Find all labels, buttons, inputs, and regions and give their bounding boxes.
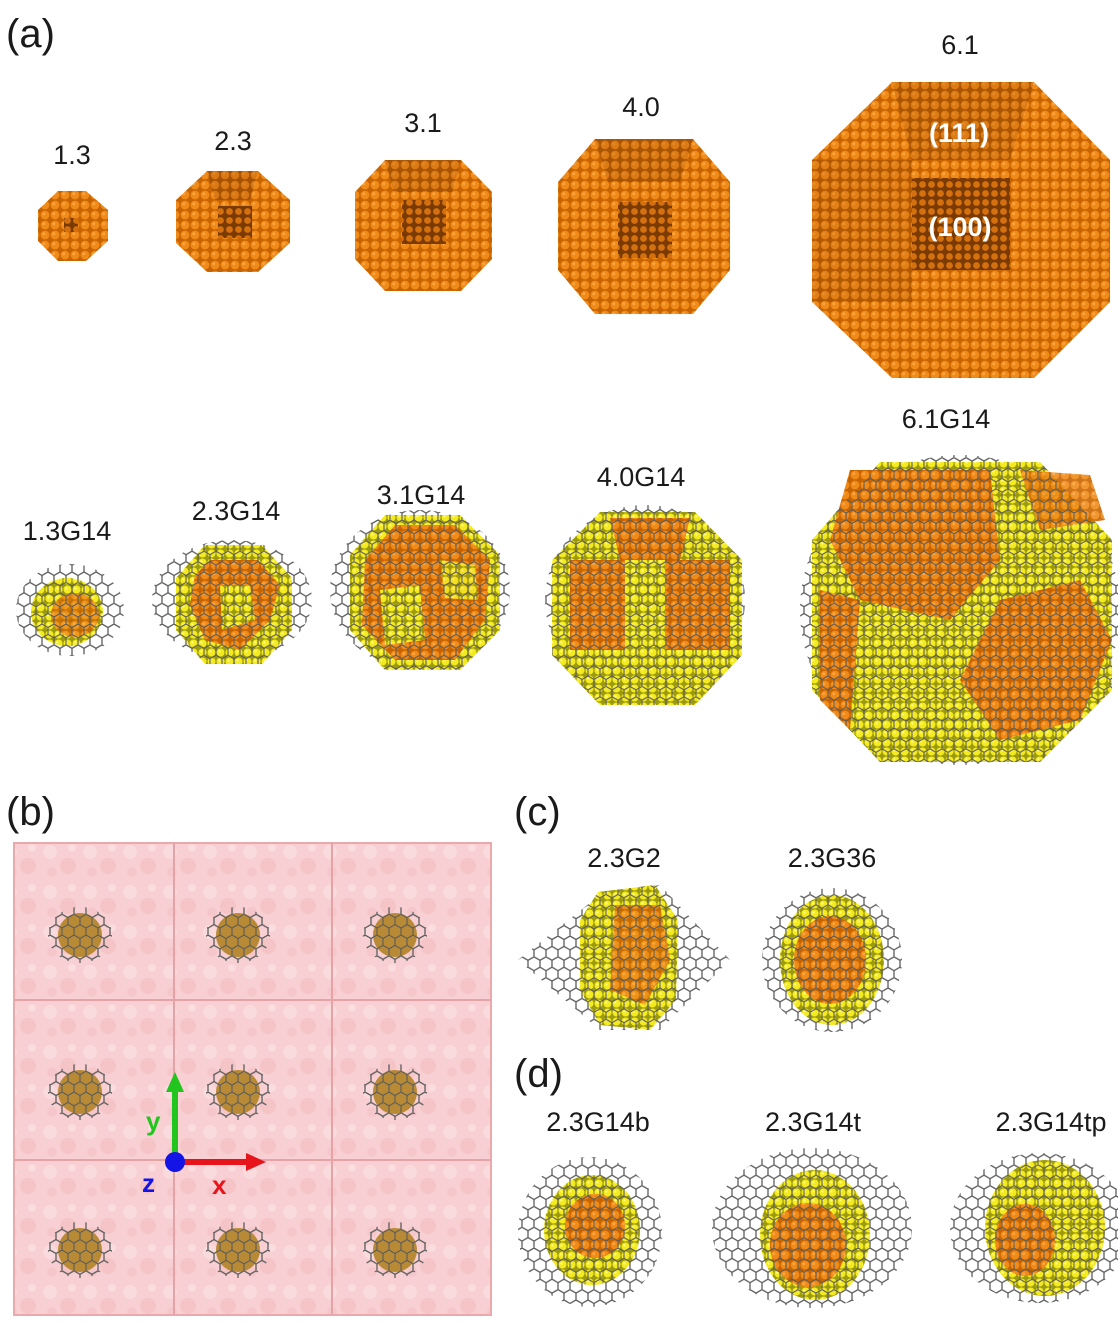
coated-label-2: 2.3G14 — [191, 496, 281, 526]
d-nanoparticle-2 — [712, 1148, 912, 1308]
bare-label-2: 2.3 — [214, 126, 252, 156]
periodic-image — [48, 907, 112, 963]
bare-label-4: 4.0 — [622, 92, 660, 122]
coated-nanoparticle-1 — [16, 564, 124, 656]
d-label-1: 2.3G14b — [546, 1107, 650, 1137]
d-nanoparticle-3 — [950, 1153, 1118, 1303]
d-label-3: 2.3G14tp — [995, 1107, 1107, 1137]
facet-label-100: (100) — [928, 212, 992, 242]
periodic-image — [206, 1064, 270, 1120]
coated-nanoparticle-5 — [800, 455, 1118, 765]
periodic-image — [48, 1064, 112, 1120]
axis-y-label: y — [146, 1106, 161, 1136]
c-nanoparticle-1 — [518, 885, 730, 1030]
bare-nanoparticle-4 — [558, 139, 730, 314]
bare-nanoparticle-5 — [812, 82, 1110, 378]
bare-nanoparticle-3 — [355, 160, 492, 291]
bare-label-3: 3.1 — [404, 108, 442, 138]
coated-nanoparticle-2 — [152, 540, 312, 664]
bare-nanoparticle-1 — [38, 191, 108, 261]
panel-c-letter: (c) — [514, 790, 561, 834]
coated-label-3: 3.1G14 — [376, 480, 466, 510]
panel-d-letter: (d) — [514, 1052, 563, 1096]
coated-nanoparticle-4 — [545, 505, 745, 705]
coated-label-4: 4.0G14 — [596, 462, 686, 492]
bare-nanoparticle-2 — [176, 171, 290, 272]
c-label-1: 2.3G2 — [587, 843, 661, 873]
d-label-2: 2.3G14t — [764, 1107, 862, 1137]
axis-z-label: z — [142, 1168, 155, 1198]
d-nanoparticle-1 — [518, 1157, 662, 1307]
periodic-image — [206, 1222, 270, 1278]
coated-nanoparticle-3 — [330, 510, 510, 670]
facet-label-111: (111) — [928, 118, 990, 148]
coated-label-1: 1.3G14 — [22, 516, 112, 546]
periodic-image — [48, 1222, 112, 1278]
bare-label-5: 6.1 — [941, 30, 979, 60]
coated-label-5: 6.1G14 — [901, 404, 991, 434]
coordinate-axes — [165, 1072, 266, 1172]
c-label-2: 2.3G36 — [787, 843, 877, 873]
periodic-image — [363, 1222, 427, 1278]
axis-x-label: x — [212, 1170, 227, 1200]
periodic-image — [363, 1064, 427, 1120]
periodic-image — [363, 907, 427, 963]
c-nanoparticle-2 — [762, 888, 902, 1032]
panel-b-letter: (b) — [6, 790, 55, 834]
periodic-image — [206, 907, 270, 963]
bare-label-1: 1.3 — [53, 140, 91, 170]
panel-a-letter: (a) — [6, 12, 55, 56]
periodic-images — [48, 907, 427, 1278]
